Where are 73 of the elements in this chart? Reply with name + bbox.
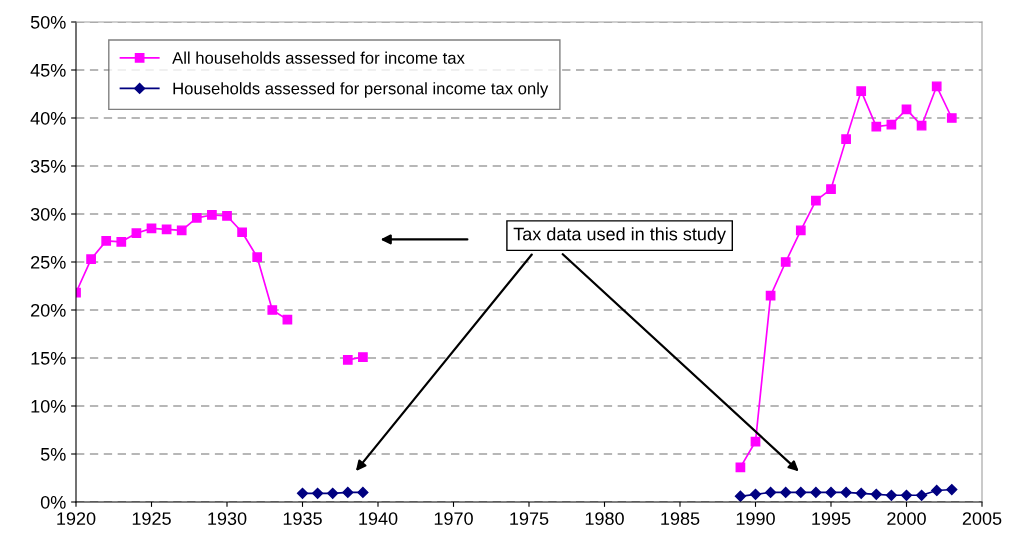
x-tick-label: 2005 (962, 512, 1002, 525)
point (946, 483, 958, 496)
point (780, 257, 791, 267)
point (296, 487, 309, 499)
y-tick-label: 35% (30, 159, 66, 173)
point (900, 489, 913, 501)
y-tick-label: 15% (31, 352, 66, 365)
point (885, 489, 898, 501)
point (826, 184, 836, 194)
point (916, 120, 927, 131)
point (795, 486, 807, 499)
point (161, 224, 172, 235)
x-tick-label: 1970 (434, 512, 473, 525)
y-tick-label: 5% (40, 448, 66, 461)
y-tick-label: 10% (31, 399, 66, 413)
point (749, 488, 762, 500)
point (734, 490, 747, 502)
x-tick-label: 1985 (661, 512, 700, 525)
point (357, 486, 369, 499)
point (191, 212, 202, 223)
point (870, 488, 882, 500)
point (116, 236, 127, 247)
point (810, 486, 822, 499)
point (327, 487, 339, 499)
y-tick-label: 50% (30, 15, 66, 29)
y-tick-label: 0% (40, 495, 66, 509)
point (101, 236, 112, 246)
x-tick-label: 1980 (585, 512, 624, 525)
legend-label: All households assessed for income tax (172, 51, 465, 64)
point (311, 487, 324, 499)
legend-label: Households assessed for personal income tax only (173, 82, 549, 98)
point (931, 484, 943, 497)
point (886, 119, 897, 130)
x-tick-label: 1935 (283, 512, 322, 525)
point (237, 227, 247, 238)
point (795, 225, 806, 236)
x-tick-label: 1925 (132, 512, 171, 525)
y-tick-label: 45% (30, 64, 66, 77)
y-tick-label: 30% (30, 207, 66, 221)
point (764, 486, 777, 499)
point (342, 486, 354, 499)
point (176, 225, 187, 236)
point (931, 81, 942, 92)
point (825, 486, 837, 499)
point (856, 86, 867, 96)
point (207, 210, 217, 220)
point (222, 211, 232, 221)
x-tick-label: 1930 (208, 512, 247, 525)
point (811, 195, 821, 206)
y-tick-label: 40% (30, 111, 66, 125)
x-tick-label: 2000 (887, 512, 926, 525)
point (946, 113, 957, 123)
x-tick-label: 1995 (812, 512, 851, 525)
x-tick-label: 1975 (510, 512, 549, 525)
point (915, 489, 928, 501)
point (86, 254, 96, 264)
y-tick-label: 20% (31, 303, 66, 317)
point (252, 252, 263, 263)
point (131, 228, 142, 239)
x-tick-label: 1920 (57, 512, 96, 525)
point (855, 487, 867, 499)
point (358, 352, 368, 362)
y-tick-label: 25% (31, 255, 66, 269)
point (841, 134, 851, 144)
point (871, 121, 882, 132)
point (780, 486, 792, 499)
x-tick-label: 1940 (359, 512, 398, 525)
point (267, 305, 278, 315)
annotation: Tax data used in this study (513, 227, 726, 245)
point (901, 104, 912, 115)
point (342, 355, 353, 365)
point (840, 486, 852, 499)
x-tick-label: 1990 (736, 512, 775, 525)
